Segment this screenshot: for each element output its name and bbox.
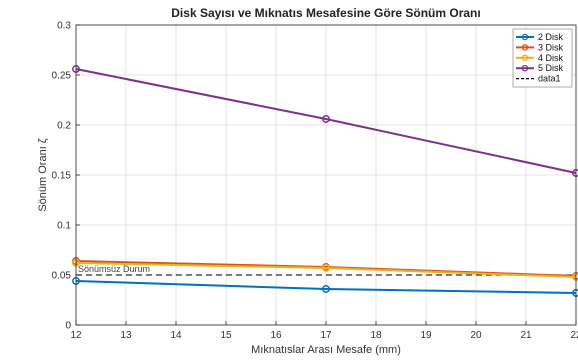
legend-marker xyxy=(521,44,529,51)
data-point xyxy=(322,115,330,123)
x-tick-label: 19 xyxy=(420,330,432,341)
data-point xyxy=(322,264,330,272)
x-tick-label: 14 xyxy=(170,330,182,341)
legend-entry-label: 3 Disk xyxy=(538,42,564,52)
y-tick-label: 0.15 xyxy=(52,171,72,182)
y-axis-label: Sönüm Oranı ζ xyxy=(37,138,49,211)
legend-entry-label: data1 xyxy=(538,74,561,84)
y-tick-label: 0.25 xyxy=(52,71,72,82)
chart-title: Disk Sayısı ve Mıknatıs Mesafesine Göre … xyxy=(171,6,480,20)
legend-marker xyxy=(521,33,529,41)
legend-entry-label: 5 Disk xyxy=(538,63,564,73)
y-tick-label: 0.1 xyxy=(57,221,71,232)
y-tick-label: 0.3 xyxy=(57,21,71,32)
x-tick-label: 16 xyxy=(270,330,282,341)
series-line-1 xyxy=(75,280,577,294)
data-point xyxy=(322,285,330,293)
legend-marker xyxy=(521,54,529,62)
x-tick-label: 15 xyxy=(220,330,232,341)
y-tick-label: 0.2 xyxy=(57,121,71,132)
legend-entry-label: 2 Disk xyxy=(538,32,564,42)
legend-marker xyxy=(521,64,529,72)
x-tick-label: 12 xyxy=(70,330,82,341)
x-tick-label: 21 xyxy=(520,330,532,341)
x-tick-label: 22 xyxy=(570,330,578,341)
x-tick-label: 13 xyxy=(120,330,132,341)
series-line-4 xyxy=(75,68,577,174)
annotation-label: Sönümsüz Durum xyxy=(78,264,150,274)
x-axis-label: Mıknatıslar Arası Mesafe (mm) xyxy=(251,344,401,356)
legend-entry-label: 4 Disk xyxy=(538,53,564,63)
x-tick-label: 17 xyxy=(320,330,332,341)
x-tick-label: 18 xyxy=(370,330,382,341)
x-tick-label: 20 xyxy=(470,330,482,341)
series-line-3 xyxy=(75,262,577,278)
annotations: Sönümsüz Durum xyxy=(78,264,150,274)
tick-labels: 12 13 14 15 16 17 18 19 20 21 22 0 0.05 0.1 0.15 0.2 0.2… xyxy=(52,21,578,342)
series-group xyxy=(72,65,578,297)
y-tick-label: 0.05 xyxy=(52,271,72,282)
y-tick-label: 0 xyxy=(65,321,71,332)
